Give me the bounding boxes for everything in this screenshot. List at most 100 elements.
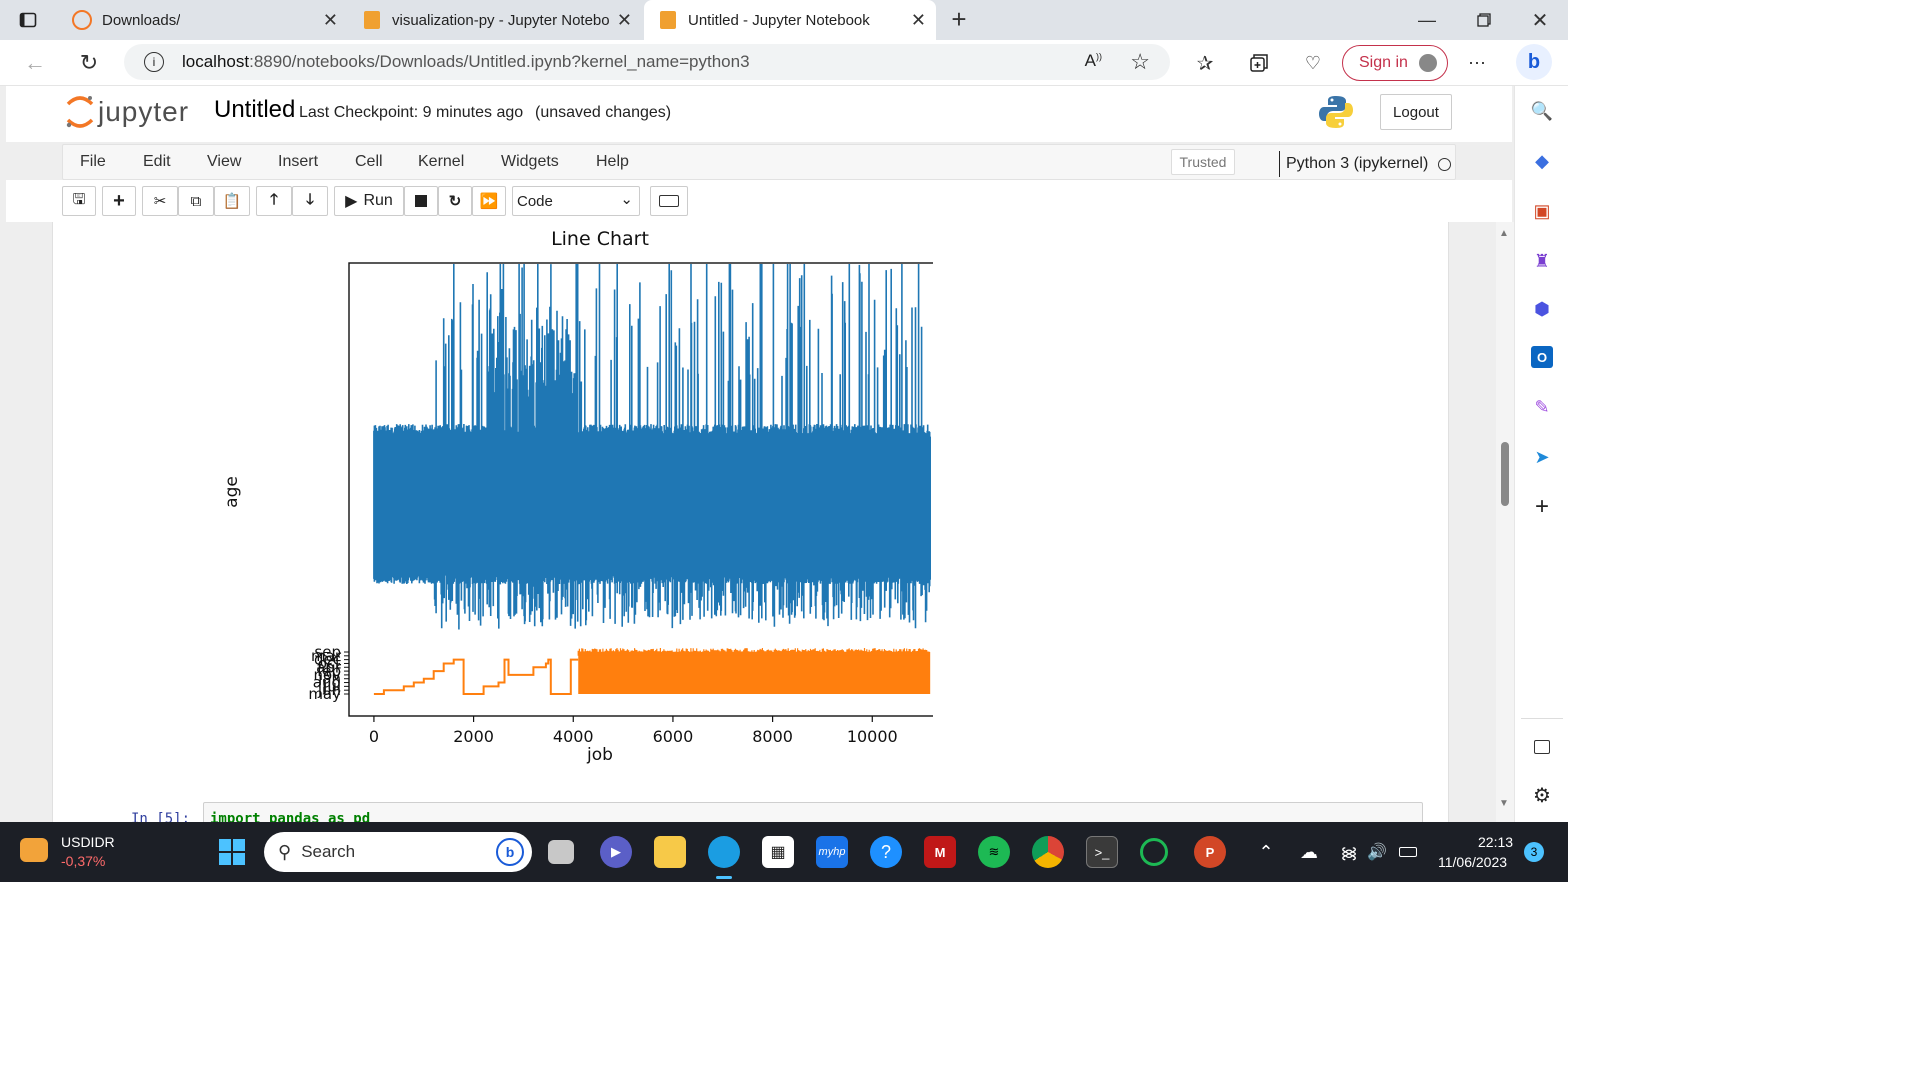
trusted-indicator[interactable]: Trusted [1171, 149, 1235, 175]
scroll-down-icon[interactable]: ▼ [1499, 798, 1509, 809]
site-info-icon[interactable]: i [144, 52, 164, 72]
clock-time[interactable]: 22:13 [1478, 834, 1514, 850]
windows-start-icon[interactable] [216, 836, 248, 868]
file-explorer-icon[interactable] [654, 836, 686, 868]
menu-edit[interactable]: Edit [143, 153, 171, 170]
menu-insert[interactable]: Insert [278, 153, 319, 170]
tab-actions-icon[interactable] [18, 10, 38, 30]
terminal-icon[interactable]: >_ [1086, 836, 1118, 868]
search-icon[interactable]: 🔍 [1530, 100, 1554, 121]
move-up-button[interactable]: 🡑 [256, 186, 292, 216]
split-screen-icon[interactable] [1531, 736, 1553, 758]
volume-icon[interactable]: 🔊 [1367, 844, 1387, 861]
cell-type-select[interactable]: Code ⌄ [512, 186, 640, 216]
show-hidden-icons-icon[interactable]: ⌃ [1258, 841, 1274, 862]
next-code-cell[interactable]: import pandas as pd [203, 802, 1423, 822]
logout-button[interactable]: Logout [1380, 94, 1452, 130]
close-window-icon[interactable]: ✕ [1531, 9, 1549, 32]
copy-button[interactable]: ⧉ [178, 186, 214, 216]
scroll-up-icon[interactable]: ▲ [1499, 228, 1509, 239]
minimize-icon[interactable]: — [1418, 9, 1436, 30]
chart-title: Line Chart [551, 228, 649, 250]
x-axis-label: job [586, 745, 613, 765]
tab-downloads[interactable]: Downloads/ ✕ [60, 0, 348, 40]
close-icon[interactable]: ✕ [910, 10, 926, 30]
arrow-up-icon: 🡑 [270, 190, 278, 208]
menu-view[interactable]: View [207, 153, 242, 170]
menu-widgets[interactable]: Widgets [501, 153, 559, 170]
menu-help[interactable]: Help [596, 153, 629, 170]
clock-date[interactable]: 11/06/2023 [1438, 854, 1508, 870]
read-aloud-icon[interactable]: A)) [1084, 51, 1102, 70]
outlook-icon[interactable]: O [1531, 346, 1553, 368]
month-series-dense [578, 652, 931, 694]
tab-untitled[interactable]: Untitled - Jupyter Notebook ✕ [644, 0, 936, 40]
tools-icon[interactable]: ▣ [1533, 200, 1551, 221]
refresh-icon[interactable]: ↻ [79, 50, 99, 75]
month-tick-label: apr [316, 658, 342, 676]
insert-cell-button[interactable]: + [102, 186, 136, 216]
battery-icon[interactable] [1396, 836, 1420, 868]
favorite-star-icon[interactable]: ☆ [1130, 49, 1150, 74]
cut-button[interactable]: ✂ [142, 186, 178, 216]
scroll-thumb[interactable] [1501, 442, 1509, 506]
interrupt-button[interactable] [404, 186, 438, 216]
task-view-icon[interactable] [548, 840, 574, 864]
month-tick-label: jun [317, 681, 341, 699]
move-down-button[interactable]: 🡓 [292, 186, 328, 216]
add-icon[interactable]: + [1534, 493, 1549, 520]
save-button[interactable]: 🖫 [62, 186, 96, 216]
restore-icon[interactable] [1472, 8, 1496, 32]
keyboard-icon [659, 195, 679, 207]
jupyter-logo[interactable]: jupyter [64, 94, 189, 130]
run-button[interactable]: ▶ Run [334, 186, 404, 216]
chrome-icon[interactable] [1032, 836, 1064, 868]
games-icon[interactable]: ♜ [1533, 250, 1551, 271]
favorites-icon[interactable]: ✰ [1196, 52, 1214, 75]
new-tab-icon[interactable]: + [951, 3, 967, 34]
edge-browser-icon[interactable] [708, 836, 740, 868]
app-ring-icon[interactable] [1140, 838, 1168, 866]
windows-taskbar: USDIDR -0,37% ⚲ Search b ▶ ▦ myhp ? M ≋ … [0, 822, 1568, 882]
stock-widget[interactable]: USDIDR -0,37% [20, 832, 160, 872]
paste-button[interactable]: 📋 [214, 186, 250, 216]
microsoft365-icon[interactable]: ⬢ [1534, 298, 1550, 319]
menu-kernel[interactable]: Kernel [418, 153, 465, 170]
notebook-name[interactable]: Untitled [214, 96, 296, 123]
search-placeholder: Search [301, 842, 356, 861]
bing-copilot-icon[interactable]: b [1516, 44, 1552, 80]
back-icon[interactable]: ← [24, 50, 46, 75]
powerpoint-icon[interactable]: P [1194, 836, 1226, 868]
spotify-icon[interactable]: ≋ [978, 836, 1010, 868]
microsoft-store-icon[interactable]: ▦ [762, 836, 794, 868]
python-logo-icon [1318, 94, 1354, 130]
myhp-icon[interactable]: myhp [816, 836, 848, 868]
designer-icon[interactable]: ✎ [1534, 396, 1550, 417]
mcafee-icon[interactable]: M [924, 836, 956, 868]
taskbar-search[interactable]: ⚲ Search b [264, 832, 532, 872]
url-bar[interactable]: i localhost:8890/notebooks/Downloads/Unt… [124, 44, 1170, 80]
tab-visualization[interactable]: visualization-py - Jupyter Notebo ✕ [350, 0, 642, 40]
send-icon[interactable]: ➤ [1534, 446, 1550, 467]
sign-in-button[interactable]: Sign in [1342, 45, 1448, 81]
menu-file[interactable]: File [80, 153, 106, 170]
browser-essentials-icon[interactable]: ♡ [1304, 52, 1322, 73]
page-scrollbar[interactable]: ▲ ▼ [1496, 222, 1514, 822]
kernel-indicator[interactable]: Python 3 (ipykernel) [1279, 151, 1452, 177]
restart-run-all-button[interactable]: ⏩ [472, 186, 506, 216]
notification-badge[interactable]: 3 [1524, 842, 1544, 862]
menu-cell[interactable]: Cell [355, 153, 383, 170]
teams-chat-icon[interactable]: ▶ [600, 836, 632, 868]
help-icon[interactable]: ? [870, 836, 902, 868]
onedrive-icon[interactable]: ☁ [1300, 841, 1318, 862]
collections-icon[interactable] [1246, 50, 1272, 76]
wifi-icon[interactable]: ᯼ [1340, 845, 1358, 862]
ticker-change: -0,37% [61, 853, 106, 869]
more-options-icon[interactable]: ⋯ [1468, 52, 1486, 73]
settings-gear-icon[interactable]: ⚙ [1533, 784, 1551, 807]
restart-button[interactable]: ↻ [438, 186, 472, 216]
close-icon[interactable]: ✕ [322, 10, 338, 30]
close-icon[interactable]: ✕ [616, 10, 632, 30]
shopping-icon[interactable]: ◆ [1535, 150, 1549, 171]
command-palette-button[interactable] [650, 186, 688, 216]
